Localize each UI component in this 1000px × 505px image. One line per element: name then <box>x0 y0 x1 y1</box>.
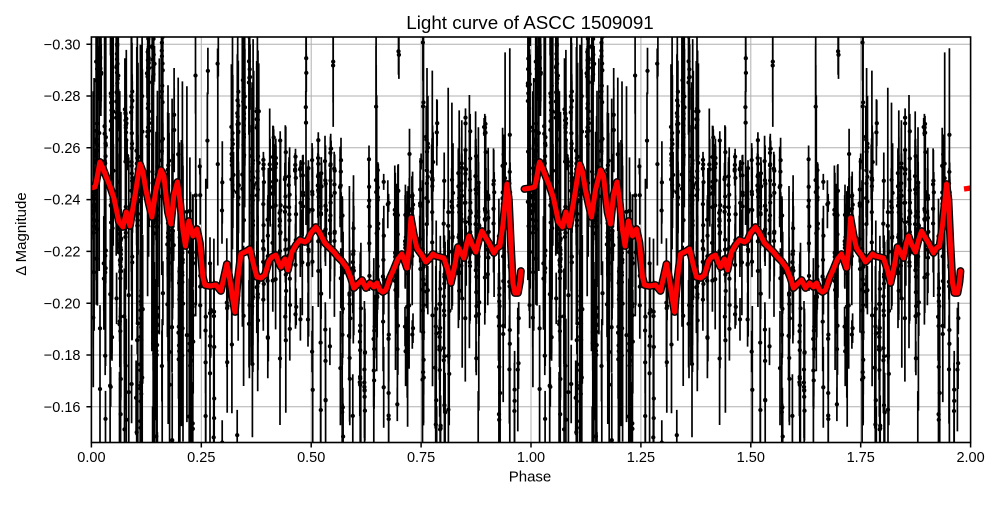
svg-text:1.25: 1.25 <box>627 450 655 466</box>
svg-text:−0.20: −0.20 <box>44 296 81 312</box>
svg-text:1.75: 1.75 <box>847 450 875 466</box>
svg-text:Δ Magnitude: Δ Magnitude <box>13 192 30 275</box>
svg-text:−0.22: −0.22 <box>44 245 81 261</box>
svg-text:−0.16: −0.16 <box>44 400 81 416</box>
svg-text:2.00: 2.00 <box>956 450 984 466</box>
svg-text:0.00: 0.00 <box>77 450 105 466</box>
svg-text:0.25: 0.25 <box>187 450 215 466</box>
svg-text:1.50: 1.50 <box>737 450 765 466</box>
svg-text:−0.24: −0.24 <box>44 193 81 209</box>
svg-text:−0.26: −0.26 <box>44 141 81 157</box>
svg-text:0.75: 0.75 <box>407 450 435 466</box>
svg-text:Phase: Phase <box>509 469 552 486</box>
svg-text:−0.30: −0.30 <box>44 37 81 53</box>
svg-text:−0.18: −0.18 <box>44 348 81 364</box>
svg-text:Light curve of ASCC 1509091: Light curve of ASCC 1509091 <box>406 12 653 33</box>
svg-text:−0.28: −0.28 <box>44 89 81 105</box>
svg-text:1.00: 1.00 <box>517 450 545 466</box>
svg-text:0.50: 0.50 <box>297 450 325 466</box>
